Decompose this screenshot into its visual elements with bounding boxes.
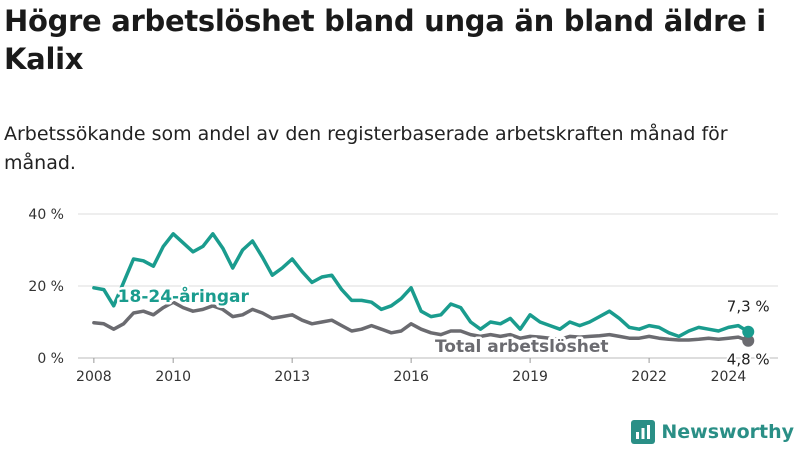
- x-tick-label: 2008: [76, 369, 112, 385]
- grid-layer: 0 % 20 % 40 % 2008 2010 2013 2016 2019 2022 2024: [28, 207, 778, 385]
- label-layer: 18-24-åringar Total arbetslöshet 7,3 % 4,8 …: [115, 283, 772, 371]
- x-tick-label: 2024: [711, 369, 747, 385]
- x-tick-label: 2013: [274, 369, 310, 385]
- series-line-youth: [92, 232, 751, 339]
- x-tick-label: 2010: [155, 369, 191, 385]
- brand-name: Newsworthy: [661, 421, 794, 443]
- series-label-total: Total arbetslöshet: [435, 337, 609, 357]
- line-chart: 0 %20 %40 %2008 2010 2013 2016 2019 2022 2024 …: [28, 207, 778, 385]
- series-layer: [92, 232, 755, 347]
- end-point-total: [742, 334, 755, 347]
- x-tick-label: 2019: [512, 369, 548, 385]
- chart-subtitle: Arbetssökande som andel av den registerb…: [4, 123, 728, 174]
- brand-logo: Newsworthy: [631, 420, 794, 444]
- bar-chart-logo-icon: [631, 420, 656, 444]
- series-label-youth: 18-24-åringar: [118, 285, 250, 307]
- end-label-total: 4,8 %: [727, 351, 770, 369]
- chart-title: Högre arbetslöshet bland unga än bland ä…: [4, 4, 766, 76]
- end-label-youth: 7,3 %: [727, 298, 770, 316]
- x-tick-label: 2022: [631, 369, 667, 385]
- y-tick-label: 0 %: [37, 351, 64, 367]
- end-point-youth: [742, 325, 755, 338]
- series-line-total: [92, 300, 751, 343]
- y-tick-label: 40 %: [28, 207, 64, 223]
- y-tick-label: 20 %: [28, 279, 64, 295]
- x-tick-label: 2016: [393, 369, 429, 385]
